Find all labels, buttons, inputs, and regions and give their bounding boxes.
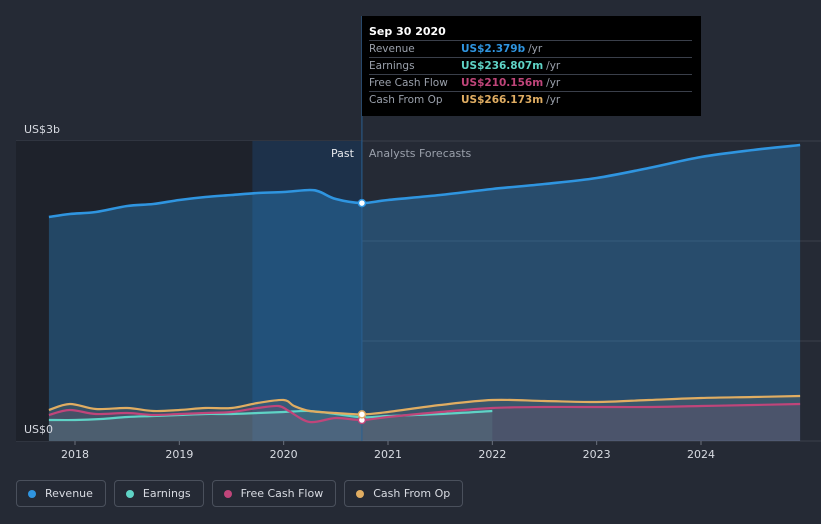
tooltip-value: US$2.379b [461, 43, 526, 55]
x-axis-ticks: 2018 2019 2020 2021 2022 2023 2024 [61, 441, 715, 461]
tooltip-unit: /yr [546, 77, 561, 89]
line-cash_from_op [48, 394, 801, 416]
tooltip-label: Free Cash Flow [369, 77, 448, 89]
legend-item-free-cash-flow[interactable]: Free Cash Flow [211, 480, 337, 507]
legend-dot-icon [125, 489, 134, 498]
legend-label: Cash From Op [373, 487, 451, 500]
tooltip-value: US$266.173m [461, 94, 544, 106]
tooltip-label: Revenue [369, 43, 415, 55]
tooltip-row-free-cash-flow: Free Cash Flow US$210.156m /yr [369, 74, 692, 91]
x-tick-label: 2021 [374, 448, 402, 461]
x-tick-label: 2020 [270, 448, 298, 461]
marker-cash_from_op [357, 410, 367, 419]
y-axis-bottom-label: US$0 [24, 423, 54, 436]
line-free_cash_flow [48, 402, 801, 424]
x-tick-label: 2024 [687, 448, 715, 461]
tooltip-row-cash-from-op: Cash From Op US$266.173m /yr [369, 91, 692, 108]
legend-label: Revenue [45, 487, 93, 500]
marker-revenue [357, 198, 367, 208]
x-tick-label: 2022 [478, 448, 506, 461]
area-revenue [48, 145, 801, 441]
legend-label: Earnings [142, 487, 191, 500]
legend-item-revenue[interactable]: Revenue [16, 480, 106, 507]
legend-dot-icon [223, 489, 232, 498]
tooltip-unit: /yr [546, 60, 561, 72]
forecast-label: Analysts Forecasts [369, 147, 472, 160]
legend-dot-icon [356, 489, 365, 498]
tooltip-label: Cash From Op [369, 94, 443, 106]
line-earnings [48, 409, 493, 422]
legend: Revenue Earnings Free Cash Flow Cash Fro… [16, 480, 464, 507]
y-axis-top-label: US$3b [24, 123, 61, 136]
tooltip-value: US$236.807m [461, 60, 544, 72]
tooltip-row-earnings: Earnings US$236.807m /yr [369, 57, 692, 74]
x-tick-label: 2018 [61, 448, 89, 461]
tooltip-unit: /yr [546, 94, 561, 106]
tooltip-value: US$210.156m [461, 77, 544, 89]
legend-item-earnings[interactable]: Earnings [113, 480, 204, 507]
x-tick-label: 2023 [583, 448, 611, 461]
legend-label: Free Cash Flow [240, 487, 324, 500]
tooltip-date: Sep 30 2020 [369, 25, 446, 38]
tooltip-row-revenue: Revenue US$2.379b /yr [369, 40, 692, 57]
tooltip-unit: /yr [528, 43, 543, 55]
x-tick-label: 2019 [165, 448, 193, 461]
data-tooltip: Sep 30 2020 Revenue US$2.379b /yr Earnin… [362, 16, 701, 116]
legend-item-cash-from-op[interactable]: Cash From Op [344, 480, 464, 507]
series-lines [48, 143, 801, 424]
past-label: Past [331, 147, 355, 160]
series-markers [357, 198, 367, 425]
legend-dot-icon [28, 489, 36, 498]
tooltip-label: Earnings [369, 60, 415, 72]
line-revenue [48, 143, 801, 219]
